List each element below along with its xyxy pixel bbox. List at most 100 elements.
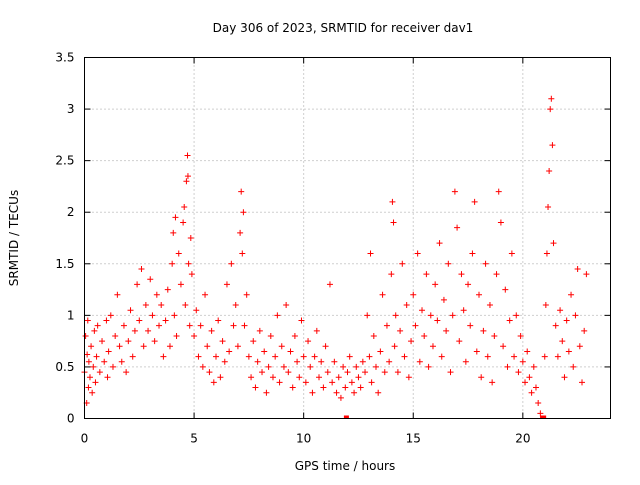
data-point: [572, 312, 579, 319]
data-point: [392, 312, 399, 319]
data-point: [447, 369, 454, 376]
data-point: [456, 338, 463, 345]
data-point: [166, 343, 173, 350]
data-point: [451, 188, 458, 195]
data-point: [294, 358, 301, 365]
data-point: [348, 379, 355, 386]
data-point: [541, 415, 547, 419]
data-point: [191, 332, 198, 339]
data-point: [99, 338, 106, 345]
data-point: [389, 198, 396, 205]
data-point: [458, 271, 465, 278]
data-point: [388, 271, 395, 278]
data-point: [226, 348, 233, 355]
data-point: [480, 327, 487, 334]
data-point: [340, 363, 347, 370]
data-point: [89, 389, 96, 396]
data-point: [427, 312, 434, 319]
data-point: [134, 281, 141, 288]
data-point: [528, 389, 535, 396]
data-point: [368, 379, 375, 386]
data-point: [228, 260, 235, 267]
data-point: [367, 250, 374, 257]
data-point: [195, 353, 202, 360]
data-point: [329, 379, 336, 386]
data-point: [84, 351, 91, 358]
data-point: [291, 332, 298, 339]
data-point: [149, 312, 156, 319]
data-point: [269, 374, 276, 381]
data-point: [454, 224, 461, 231]
data-point: [346, 353, 353, 360]
data-point: [265, 363, 272, 370]
data-point: [500, 343, 507, 350]
data-point: [187, 235, 194, 241]
data-point: [171, 312, 178, 319]
data-point: [127, 307, 134, 314]
data-point: [202, 291, 209, 298]
data-point: [239, 250, 246, 257]
data-point: [351, 389, 358, 396]
data-point: [162, 317, 169, 324]
data-point: [462, 358, 469, 365]
data-point: [103, 317, 110, 324]
data-point: [425, 363, 432, 370]
x-tick-label: 10: [296, 432, 311, 446]
data-point: [436, 240, 443, 247]
data-point: [109, 363, 116, 370]
data-point: [101, 358, 108, 365]
data-point: [547, 106, 554, 113]
data-point: [465, 281, 472, 288]
data-point: [114, 291, 121, 298]
data-point: [252, 384, 259, 391]
chart-title: Day 306 of 2023, SRMTID for receiver dav…: [213, 21, 474, 35]
data-point: [493, 271, 500, 278]
data-point: [302, 379, 309, 386]
data-point: [408, 338, 415, 345]
data-point: [160, 353, 167, 360]
data-point: [206, 369, 213, 376]
data-point: [217, 374, 224, 381]
data-point: [515, 369, 522, 376]
data-point: [473, 348, 480, 355]
data-point: [241, 322, 248, 329]
data-point: [221, 358, 228, 365]
data-point: [96, 369, 103, 376]
data-point: [543, 250, 550, 257]
data-point: [94, 322, 101, 329]
data-point: [208, 327, 215, 334]
data-point: [278, 343, 285, 350]
data-point: [355, 374, 362, 381]
data-point: [532, 384, 539, 391]
data-point: [320, 384, 327, 391]
data-point: [285, 369, 292, 376]
data-point: [537, 410, 544, 417]
data-point: [484, 353, 491, 360]
data-point: [164, 286, 171, 293]
data-point: [186, 322, 193, 329]
data-point: [419, 307, 426, 314]
data-point: [305, 338, 312, 345]
plot-frame: [84, 57, 611, 419]
data-point: [153, 291, 160, 298]
data-point: [554, 353, 561, 360]
data-point: [184, 173, 191, 180]
data-point: [429, 343, 436, 350]
data-point: [375, 389, 382, 396]
data-point: [219, 338, 226, 345]
data-point: [175, 250, 182, 257]
data-point: [85, 358, 92, 365]
data-point: [486, 302, 493, 309]
data-point: [383, 322, 390, 329]
data-point: [372, 363, 379, 370]
data-point: [223, 281, 230, 288]
data-point: [432, 281, 439, 288]
data-point: [491, 332, 498, 339]
data-point: [92, 379, 99, 386]
data-point: [541, 353, 548, 360]
data-point: [445, 260, 452, 267]
data-point: [549, 142, 556, 149]
data-point: [370, 332, 377, 339]
data-point: [570, 363, 577, 370]
